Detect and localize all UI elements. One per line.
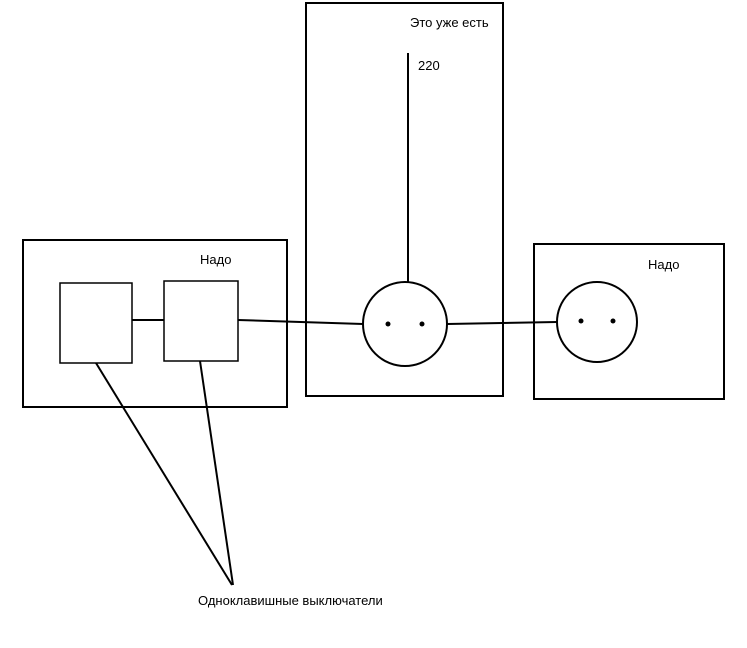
center-box bbox=[306, 3, 503, 396]
socket2-dot1 bbox=[579, 319, 584, 324]
top-center-label: Это уже есть bbox=[410, 15, 489, 30]
switch2-box bbox=[164, 281, 238, 361]
socket2-circle bbox=[557, 282, 637, 362]
switch1-box bbox=[60, 283, 132, 363]
socket1-circle bbox=[363, 282, 447, 366]
switch-to-socket-line bbox=[238, 320, 363, 324]
socket2-dot2 bbox=[611, 319, 616, 324]
left-box-label: Надо bbox=[200, 252, 231, 267]
right-box bbox=[534, 244, 724, 399]
socket-to-socket-line bbox=[447, 322, 557, 324]
diagram-svg bbox=[0, 0, 747, 648]
left-box bbox=[23, 240, 287, 407]
socket1-dot2 bbox=[420, 322, 425, 327]
diagonal-line-1 bbox=[96, 363, 232, 585]
diagonal-line-2 bbox=[200, 361, 233, 585]
socket1-dot1 bbox=[386, 322, 391, 327]
bottom-caption-label: Одноклавишные выключатели bbox=[198, 593, 383, 608]
voltage-label: 220 bbox=[418, 58, 440, 73]
right-box-label: Надо bbox=[648, 257, 679, 272]
